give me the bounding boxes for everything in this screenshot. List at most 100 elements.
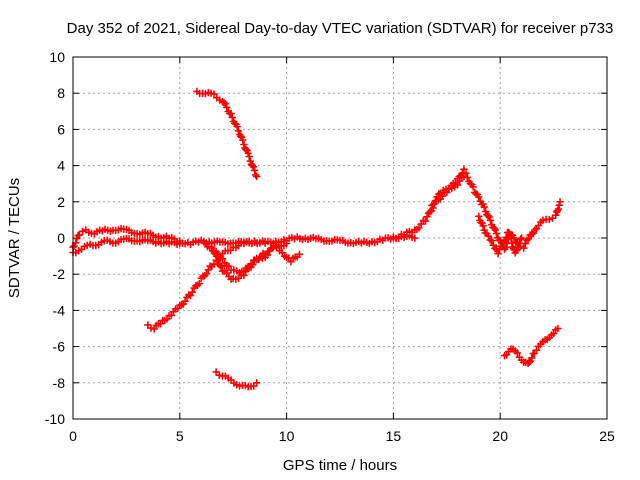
- data-point: [176, 239, 184, 248]
- data-point: [181, 297, 189, 305]
- y-tick-label: -4: [53, 302, 66, 318]
- x-tick-label: 10: [279, 428, 295, 444]
- data-point: [250, 166, 259, 175]
- data-point: [431, 197, 440, 205]
- y-tick-label: 10: [49, 49, 65, 65]
- data-point: [233, 122, 241, 131]
- data-point: [228, 113, 237, 122]
- data-point: [554, 205, 563, 213]
- data-point: [551, 211, 560, 219]
- data-point: [282, 239, 291, 248]
- data-point: [77, 245, 86, 254]
- data-point: [506, 231, 515, 240]
- data-point: [210, 260, 218, 268]
- series-upper-descent: [193, 87, 261, 181]
- data-point: [239, 136, 247, 144]
- data-point: [484, 232, 493, 240]
- data-point: [236, 132, 245, 140]
- data-point: [221, 100, 230, 108]
- data-point: [475, 193, 483, 201]
- y-tick-label: -10: [45, 411, 65, 427]
- data-point: [227, 109, 235, 118]
- y-tick-label: 6: [57, 121, 65, 137]
- data-point: [502, 243, 510, 252]
- y-tick-label: 0: [57, 230, 65, 246]
- data-point: [508, 239, 516, 247]
- x-tick-label: 20: [492, 428, 508, 444]
- data-point: [249, 163, 258, 171]
- series-layer: [69, 87, 564, 391]
- data-point: [453, 181, 462, 189]
- series-late-negative: [500, 324, 562, 368]
- data-point: [245, 152, 253, 161]
- data-point: [494, 249, 502, 258]
- data-point: [539, 216, 547, 224]
- data-point: [249, 260, 257, 269]
- series-dip-arc-b: [208, 239, 291, 284]
- x-tick-label: 0: [69, 428, 77, 444]
- x-tick-label: 5: [176, 428, 184, 444]
- data-point: [75, 231, 84, 239]
- series-rise-from-minus5: [144, 237, 269, 333]
- data-point: [515, 239, 524, 248]
- series-lower-segment: [212, 368, 261, 391]
- data-point: [188, 288, 197, 296]
- data-point: [252, 172, 261, 181]
- data-point: [460, 165, 468, 173]
- data-point: [532, 346, 541, 354]
- data-point: [524, 235, 533, 243]
- data-point: [502, 233, 510, 242]
- data-point: [548, 214, 557, 222]
- data-point: [411, 234, 419, 242]
- x-axis-label: GPS time / hours: [283, 457, 397, 474]
- data-point: [481, 207, 490, 216]
- data-point: [554, 324, 562, 333]
- data-point: [487, 236, 496, 245]
- data-point: [491, 226, 500, 234]
- data-point: [475, 212, 483, 221]
- data-point: [144, 321, 152, 329]
- data-point: [261, 237, 269, 246]
- data-point: [246, 157, 255, 165]
- data-point: [479, 222, 487, 230]
- data-point: [244, 149, 252, 158]
- plot-frame: [72, 56, 608, 420]
- data-point: [240, 140, 248, 149]
- y-tick-label: 4: [57, 158, 65, 174]
- data-point: [421, 217, 430, 225]
- data-point: [501, 237, 509, 245]
- data-point: [223, 103, 231, 112]
- data-point: [485, 213, 493, 221]
- data-point: [147, 324, 155, 332]
- data-point: [556, 198, 564, 206]
- data-point: [462, 169, 470, 177]
- y-tick-label: 8: [57, 85, 65, 101]
- data-point: [479, 200, 487, 208]
- data-point: [202, 270, 211, 278]
- tick-layer: 0 5 10 15 20 25 -10 -8 -6 -4 -2 0 2 4 6 8 10: [45, 49, 615, 444]
- chart-title: Day 352 of 2021, Sidereal Day-to-day VTE…: [67, 20, 614, 37]
- data-point: [469, 183, 477, 191]
- series-late-jitter: [475, 212, 526, 258]
- data-point: [217, 262, 226, 271]
- data-point: [436, 189, 445, 197]
- series-lower-track: [69, 234, 184, 257]
- data-point: [463, 173, 472, 182]
- data-point: [545, 215, 554, 224]
- data-point: [71, 239, 80, 247]
- data-point: [439, 186, 447, 195]
- data-point: [242, 145, 250, 154]
- data-point: [486, 216, 495, 225]
- data-point: [208, 243, 216, 251]
- y-tick-label: -6: [53, 339, 66, 355]
- data-point: [517, 234, 526, 242]
- data-point: [240, 271, 248, 280]
- data-point: [513, 349, 522, 357]
- data-point: [295, 250, 304, 259]
- data-point: [514, 243, 523, 252]
- data-point: [480, 203, 489, 211]
- data-point: [201, 89, 210, 98]
- y-tick-label: -8: [53, 375, 66, 391]
- data-point: [250, 382, 258, 390]
